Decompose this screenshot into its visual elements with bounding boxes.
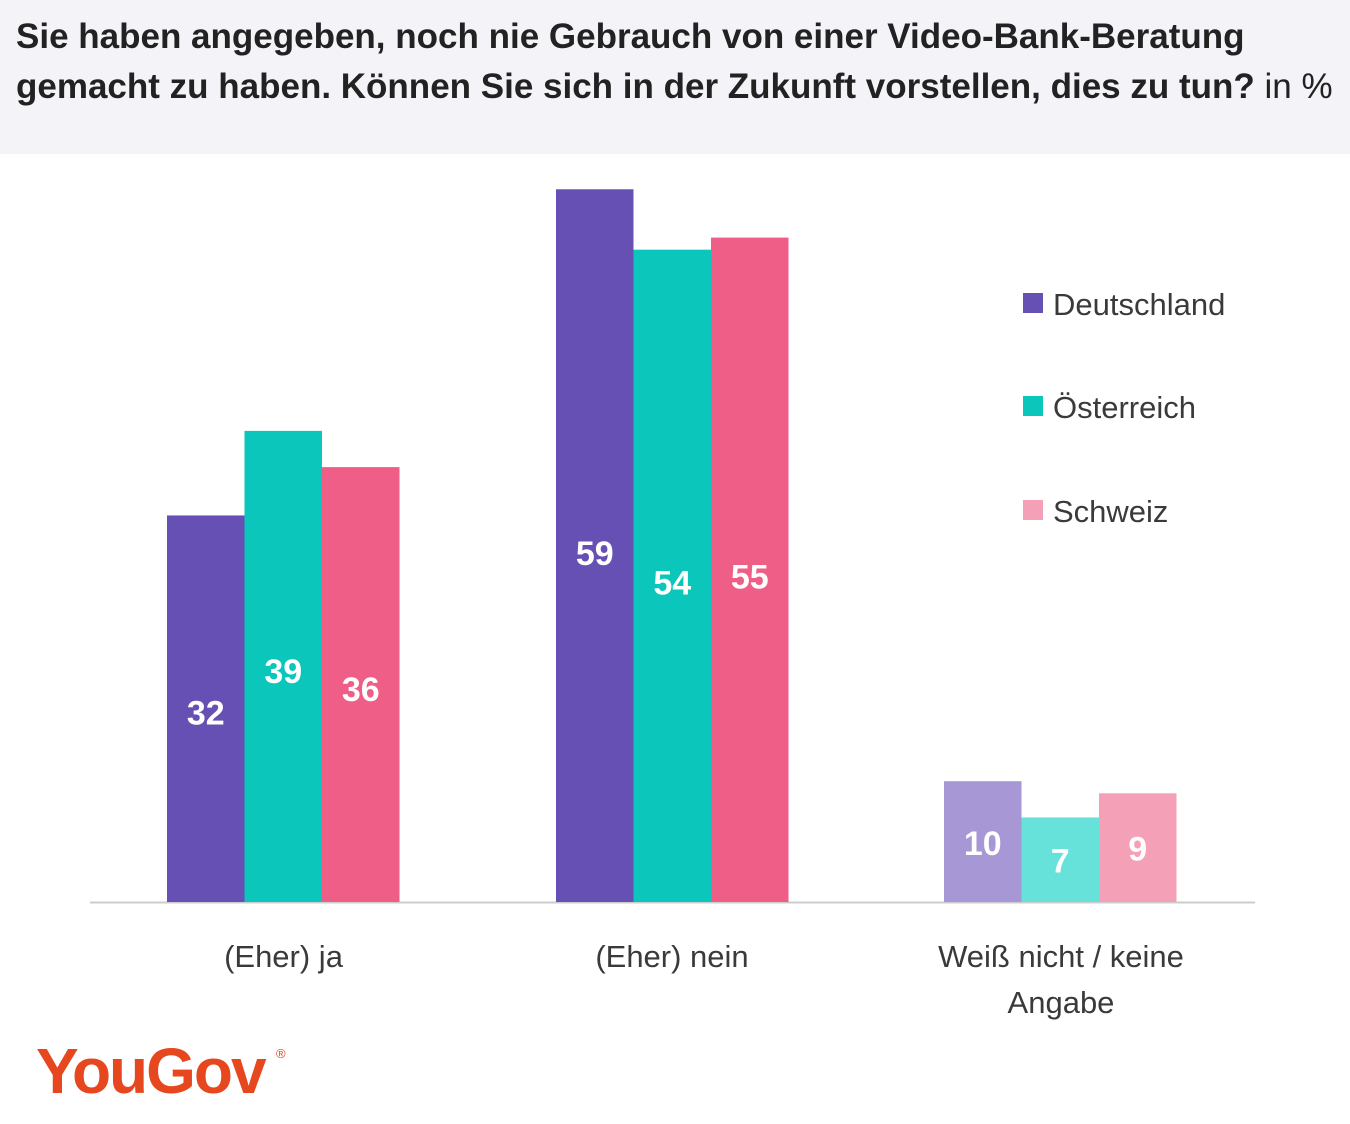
legend-label: Schweiz (1053, 494, 1168, 529)
data-label: 32 (187, 695, 225, 733)
category-label: (Eher) nein (595, 939, 748, 974)
legend-swatch (1023, 293, 1043, 313)
chart-title-question: Sie haben angegeben, noch nie Gebrauch v… (16, 17, 1255, 106)
bar-deutschland-2 (944, 781, 1022, 902)
data-label: 9 (1128, 831, 1147, 869)
title-band: Sie haben angegeben, noch nie Gebrauch v… (0, 0, 1350, 154)
bar-schweiz-2 (1099, 793, 1177, 902)
data-label: 54 (653, 564, 691, 602)
yougov-logo: YouGov (36, 1035, 267, 1107)
category-label: (Eher) ja (224, 939, 344, 974)
registered-mark: ® (276, 1046, 286, 1061)
bar--sterreich-0 (244, 430, 322, 902)
data-label: 55 (731, 558, 769, 596)
chart-title: Sie haben angegeben, noch nie Gebrauch v… (16, 12, 1334, 112)
bar-schweiz-0 (322, 467, 400, 902)
legend-label: Österreich (1053, 390, 1196, 425)
bar--sterreich-1 (633, 249, 711, 902)
data-label: 10 (964, 825, 1002, 863)
data-label: 7 (1051, 843, 1070, 881)
legend-label: Deutschland (1053, 287, 1225, 322)
legend-swatch (1023, 500, 1043, 520)
bar-deutschland-0 (167, 515, 245, 902)
data-label: 36 (342, 671, 380, 709)
bar--sterreich-2 (1021, 817, 1099, 902)
data-label: 59 (576, 535, 614, 573)
data-label: 39 (264, 653, 302, 691)
bar-schweiz-1 (711, 237, 789, 903)
category-label-cont: Angabe (1008, 985, 1115, 1020)
legend-swatch (1023, 396, 1043, 416)
chart-title-unit: in % (1264, 67, 1333, 106)
bar-deutschland-1 (556, 189, 634, 902)
category-label: Weiß nicht / keine (938, 939, 1184, 974)
